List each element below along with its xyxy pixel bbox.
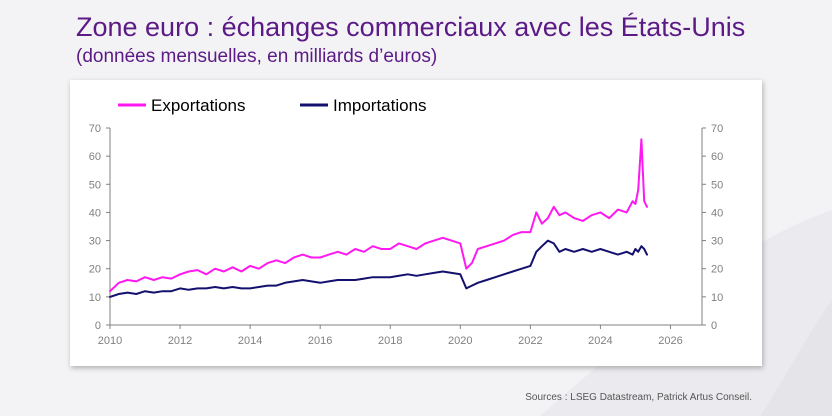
x-tick-label: 2016 [308,335,332,347]
chart-series [109,138,648,298]
y-tick-label-right: 40 [711,207,723,219]
y-tick-label-left: 20 [89,264,101,276]
page-subtitle: (données mensuelles, en milliards d’euro… [76,46,438,67]
legend-label-importations: Importations [333,96,427,115]
y-tick-label-left: 10 [89,292,101,304]
y-tick-label-left: 0 [95,320,101,332]
x-tick-label: 2026 [658,335,682,347]
y-tick-label-right: 70 [711,123,723,135]
x-tick-label: 2010 [98,335,122,347]
y-tick-label-left: 70 [89,123,101,135]
chart-panel: Exportations Importations 0 0 10 10 20 20 30 30 4… [70,80,762,366]
page-title: Zone euro : échanges commerciaux avec le… [76,12,746,42]
y-tick-label-right: 60 [711,151,723,163]
y-tick-label-right: 50 [711,179,723,191]
legend-label-exportations: Exportations [151,96,246,115]
y-tick-label-right: 30 [711,236,723,248]
chart-legend: Exportations Importations [118,96,427,115]
y-tick-label-left: 60 [89,151,101,163]
x-tick-label: 2024 [588,335,612,347]
x-tick-label: 2014 [238,335,262,347]
x-tick-label: 2020 [448,335,472,347]
series-line-exportations [109,138,648,293]
x-tick-label: 2022 [518,335,542,347]
series-line-importations [109,239,648,298]
y-tick-label-left: 30 [89,236,101,248]
y-tick-label-right: 0 [711,320,717,332]
y-tick-label-right: 20 [711,264,723,276]
x-tick-label: 2012 [168,335,192,347]
y-tick-label-right: 10 [711,292,723,304]
y-tick-label-left: 40 [89,207,101,219]
y-tick-label-left: 50 [89,179,101,191]
source-note: Sources : LSEG Datastream, Patrick Artus… [525,392,752,403]
x-tick-label: 2018 [378,335,402,347]
